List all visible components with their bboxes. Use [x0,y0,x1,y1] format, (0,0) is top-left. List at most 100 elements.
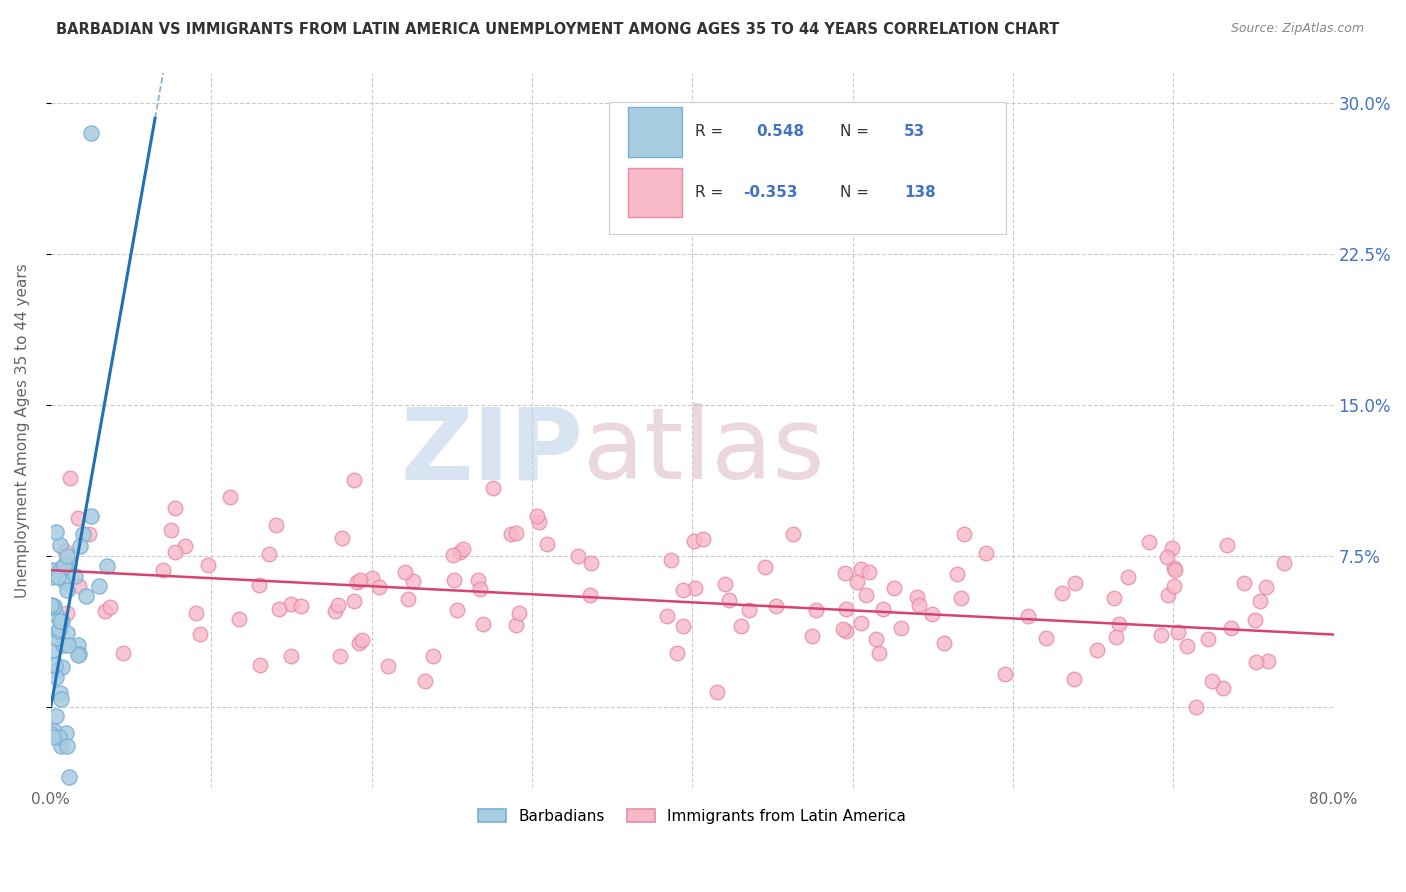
Point [1184,700,1206,714]
Point [160,523,183,537]
Text: 0.548: 0.548 [756,124,804,139]
Point [738,603,761,617]
FancyBboxPatch shape [628,168,682,218]
Point [330,531,353,545]
Point [197,558,219,572]
Point [508,607,530,621]
Point [87,579,110,593]
Point [59,470,82,484]
Point [394,565,416,579]
Point [184,606,207,620]
Point [1050,586,1073,600]
Point [45,631,67,645]
Text: R =: R = [695,124,723,139]
Point [51,739,73,754]
Point [907,598,929,612]
Point [446,603,468,617]
Point [526,509,548,524]
Point [499,527,522,541]
Point [682,534,704,549]
Point [1233,575,1256,590]
Point [835,602,858,616]
Point [44,599,66,614]
Point [834,566,856,581]
Point [45,708,67,723]
Point [39,598,62,612]
Point [174,540,197,554]
Point [945,566,967,581]
Point [505,618,527,632]
Point [249,657,271,672]
Point [858,565,880,579]
Point [451,541,474,556]
Point [883,581,905,595]
Text: N =: N = [839,186,869,200]
Point [706,685,728,699]
FancyBboxPatch shape [609,102,1007,234]
Point [163,501,186,516]
Point [56,739,79,753]
Point [782,526,804,541]
Point [343,594,366,608]
Point [67,638,90,652]
Point [1272,556,1295,570]
Point [994,667,1017,681]
Point [48,622,70,636]
Point [45,663,67,677]
Point [51,660,73,674]
Point [1085,643,1108,657]
Point [1177,639,1199,653]
Point [51,614,73,628]
Text: R =: R = [695,186,723,200]
Point [93,604,115,618]
Point [801,629,824,643]
Point [49,560,72,574]
Point [402,574,425,588]
Text: ZIP: ZIP [401,403,583,500]
Point [672,583,695,598]
Point [52,558,75,573]
Point [441,548,464,562]
Point [921,607,943,621]
Point [49,691,72,706]
Point [1108,617,1130,632]
Text: Source: ZipAtlas.com: Source: ZipAtlas.com [1230,22,1364,36]
Point [481,481,503,495]
Point [872,601,894,615]
Point [865,632,887,647]
Point [713,577,735,591]
Point [264,518,287,533]
Point [45,524,67,539]
Point [718,593,741,607]
Point [692,533,714,547]
Point [672,618,695,632]
Point [329,648,352,663]
Point [49,538,72,552]
Point [53,558,76,572]
Point [343,473,366,487]
Point [905,590,928,604]
Point [855,588,877,602]
Text: -0.353: -0.353 [744,186,799,200]
Point [449,545,471,559]
Point [1243,613,1265,627]
Point [58,771,80,785]
Point [349,573,371,587]
Point [350,632,373,647]
Point [730,619,752,633]
Point [413,674,436,689]
Point [368,581,391,595]
Point [665,646,688,660]
Point [42,599,65,613]
Point [346,574,368,589]
Point [1257,654,1279,668]
Point [952,527,974,541]
Point [1150,628,1173,642]
Point [1137,535,1160,549]
Point [48,570,70,584]
Point [360,571,382,585]
Point [1201,674,1223,689]
Point [63,569,86,583]
Point [46,624,69,638]
Point [58,556,80,570]
